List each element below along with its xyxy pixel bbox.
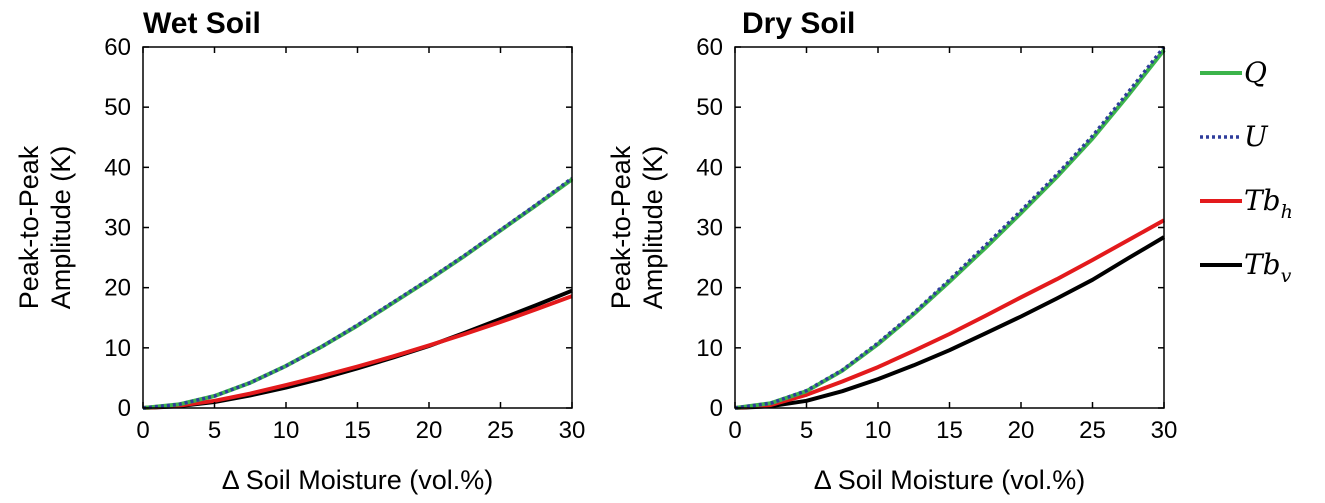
series-line-u — [142, 176, 574, 410]
legend-label: U — [1244, 120, 1269, 153]
legend-label-base: Tb — [1244, 248, 1281, 281]
legend-label-base: U — [1244, 120, 1269, 153]
legend-label-base: Tb — [1244, 184, 1281, 217]
series-line-q — [734, 48, 1166, 410]
y-tick-label: 30 — [104, 215, 131, 242]
y-tick-label: 50 — [696, 94, 723, 121]
y-tick-label: 50 — [104, 94, 131, 121]
x-tick-label: 20 — [1008, 417, 1035, 444]
x-tick-label: 15 — [936, 417, 963, 444]
y-tick-label: 0 — [118, 395, 131, 422]
y-axis-label-line: Amplitude (K) — [46, 146, 76, 310]
panel-wet-soil: 0 5 10 15 20 25 30 0 10 20 30 40 50 60 Wet Soil Δ Soil … — [14, 7, 585, 495]
y-tick-label: 20 — [104, 275, 131, 302]
legend-label: Tbh — [1244, 184, 1293, 223]
series-line-u — [734, 45, 1166, 410]
x-axis-label: Δ Soil Moisture (vol.%) — [814, 465, 1086, 495]
chart-title: Dry Soil — [742, 7, 855, 40]
x-tick-label: 25 — [1079, 417, 1106, 444]
x-tick-label: 5 — [208, 417, 221, 444]
y-tick-label: 10 — [696, 335, 723, 362]
series-line-tb-v — [142, 288, 573, 410]
plot-frame — [734, 46, 1165, 409]
y-tick-label: 60 — [696, 34, 723, 61]
panel-dry-soil: 0 5 10 15 20 25 30 0 10 20 30 40 50 60 Dry Soil Δ Soil … — [606, 7, 1177, 495]
x-tick-label: 30 — [1151, 417, 1178, 444]
series-line-q — [142, 177, 574, 410]
legend-label: Q — [1244, 56, 1267, 89]
legend-label-base: Q — [1244, 56, 1267, 89]
y-tick-label: 0 — [710, 395, 723, 422]
series-line-tb-h — [734, 218, 1165, 410]
x-tick-label: 0 — [136, 417, 149, 444]
y-axis-label: Peak-to-PeakAmplitude (K) — [606, 145, 668, 309]
y-tick-label: 10 — [104, 335, 131, 362]
y-tick-label: 40 — [696, 154, 723, 181]
y-axis-label-line: Amplitude (K) — [638, 146, 668, 310]
x-tick-label: 30 — [559, 417, 586, 444]
y-tick-label: 60 — [104, 34, 131, 61]
x-tick-label: 10 — [273, 417, 300, 444]
x-axis-label: Δ Soil Moisture (vol.%) — [222, 465, 494, 495]
x-tick-label: 15 — [344, 417, 371, 444]
x-tick-label: 0 — [728, 417, 741, 444]
x-tick-label: 5 — [800, 417, 813, 444]
legend-label-subscript: h — [1281, 201, 1293, 223]
y-axis-label-line: Peak-to-Peak — [14, 145, 44, 309]
legend-label-subscript: v — [1281, 265, 1292, 287]
y-axis-label-line: Peak-to-Peak — [606, 145, 636, 309]
y-tick-label: 30 — [696, 215, 723, 242]
y-tick-label: 40 — [104, 154, 131, 181]
x-tick-label: 25 — [487, 417, 514, 444]
chart-title: Wet Soil — [143, 7, 261, 40]
legend-label: Tbv — [1244, 248, 1292, 287]
y-tick-label: 20 — [696, 275, 723, 302]
x-tick-label: 20 — [416, 417, 443, 444]
x-tick-label: 10 — [865, 417, 892, 444]
series-line-tb-v — [734, 235, 1166, 410]
series-line-tb-h — [142, 294, 573, 410]
y-axis-label: Peak-to-PeakAmplitude (K) — [14, 145, 76, 309]
